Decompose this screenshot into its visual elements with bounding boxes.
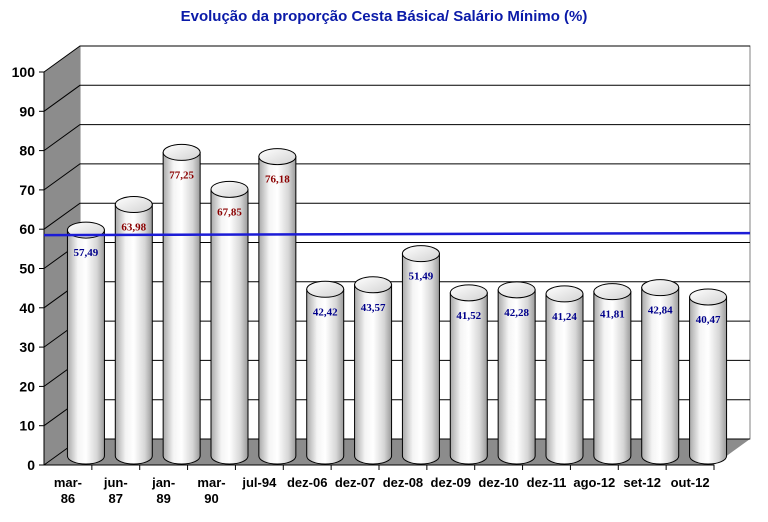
bar-body bbox=[114, 204, 153, 465]
bar-top bbox=[210, 180, 249, 198]
y-tick-label: 100 bbox=[12, 64, 36, 80]
bar bbox=[354, 276, 393, 465]
x-tick-label: dez-11 bbox=[527, 475, 567, 490]
bar-top bbox=[258, 148, 297, 166]
bar bbox=[449, 284, 488, 465]
data-label: 41,81 bbox=[600, 309, 625, 321]
bar-top bbox=[306, 280, 345, 298]
bar bbox=[689, 288, 728, 465]
x-tick-label: set-12 bbox=[623, 475, 661, 490]
bar bbox=[545, 285, 584, 465]
bar-body bbox=[210, 188, 249, 465]
x-tick-label: 86 bbox=[61, 491, 75, 506]
bar-top bbox=[401, 245, 440, 263]
x-tick-label: 89 bbox=[156, 491, 170, 506]
bar bbox=[593, 283, 632, 465]
bar-body bbox=[401, 253, 440, 465]
data-label: 41,52 bbox=[456, 310, 481, 322]
data-label: 40,47 bbox=[696, 314, 721, 326]
y-tick-label: 20 bbox=[19, 378, 35, 394]
x-tick-label: ago-12 bbox=[573, 475, 615, 490]
bar-top bbox=[162, 143, 201, 161]
x-tick-label: jan- bbox=[151, 475, 175, 490]
x-tick-label: mar- bbox=[197, 475, 225, 490]
bar-body bbox=[162, 151, 201, 465]
bar-top bbox=[545, 285, 584, 303]
bar bbox=[162, 143, 201, 465]
bar bbox=[641, 279, 680, 465]
y-tick-label: 0 bbox=[27, 457, 35, 473]
data-label: 42,42 bbox=[313, 306, 338, 318]
reference-line bbox=[43, 231, 751, 237]
data-label: 77,25 bbox=[169, 169, 194, 181]
data-label: 43,57 bbox=[361, 302, 386, 314]
data-label: 42,28 bbox=[504, 307, 529, 319]
data-label: 57,49 bbox=[74, 247, 99, 259]
data-label: 67,85 bbox=[217, 206, 242, 218]
x-tick-label: jul-94 bbox=[241, 475, 277, 490]
x-tick-label: jun- bbox=[103, 475, 128, 490]
bar-top bbox=[354, 276, 393, 294]
x-tick-label: dez-06 bbox=[287, 475, 327, 490]
bar bbox=[497, 281, 536, 465]
bar-body bbox=[545, 293, 584, 465]
bar-body bbox=[593, 291, 632, 465]
gridline bbox=[43, 202, 750, 230]
bar-top bbox=[641, 279, 680, 297]
bar-top bbox=[114, 196, 153, 214]
x-tick-label: dez-07 bbox=[335, 475, 375, 490]
x-tick-label: dez-09 bbox=[431, 475, 471, 490]
x-tick-label: dez-08 bbox=[383, 475, 423, 490]
bar-body bbox=[354, 284, 393, 465]
y-tick-label: 60 bbox=[19, 221, 35, 237]
gridline bbox=[43, 45, 750, 73]
x-tick-label: mar- bbox=[54, 475, 82, 490]
x-tick-label: 90 bbox=[204, 491, 218, 506]
y-tick-label: 80 bbox=[19, 143, 35, 159]
data-label: 51,49 bbox=[409, 271, 434, 283]
bar-body bbox=[306, 288, 345, 465]
bar-body bbox=[689, 296, 728, 465]
bar-body bbox=[449, 292, 488, 465]
bar-body bbox=[258, 156, 297, 465]
gridline bbox=[43, 84, 750, 112]
data-label: 41,24 bbox=[552, 311, 577, 323]
gridline bbox=[43, 124, 750, 152]
bar-body bbox=[641, 287, 680, 465]
x-tick-label: dez-10 bbox=[478, 475, 518, 490]
bar-top bbox=[449, 284, 488, 302]
bar-top bbox=[593, 283, 632, 301]
data-label: 63,98 bbox=[121, 222, 146, 234]
gridline bbox=[43, 163, 750, 191]
bar bbox=[306, 280, 345, 465]
bar bbox=[401, 245, 440, 465]
x-tick-label: 87 bbox=[109, 491, 123, 506]
y-tick-label: 40 bbox=[19, 300, 35, 316]
bar bbox=[258, 148, 297, 465]
bar-body bbox=[66, 229, 105, 465]
bar-top bbox=[497, 281, 536, 299]
chart-title: Evolução da proporção Cesta Básica/ Salá… bbox=[180, 8, 588, 25]
y-tick-label: 90 bbox=[19, 103, 35, 119]
bar bbox=[114, 196, 153, 465]
data-label: 76,18 bbox=[265, 174, 290, 186]
x-tick-label: out-12 bbox=[671, 475, 710, 490]
data-label: 42,84 bbox=[648, 305, 673, 317]
y-tick-label: 30 bbox=[19, 339, 35, 355]
bar-top bbox=[689, 288, 728, 306]
y-tick-label: 70 bbox=[19, 182, 35, 198]
bar-body bbox=[497, 289, 536, 465]
y-tick-label: 50 bbox=[19, 261, 35, 277]
y-tick-label: 10 bbox=[19, 418, 35, 434]
bar bbox=[210, 180, 249, 465]
